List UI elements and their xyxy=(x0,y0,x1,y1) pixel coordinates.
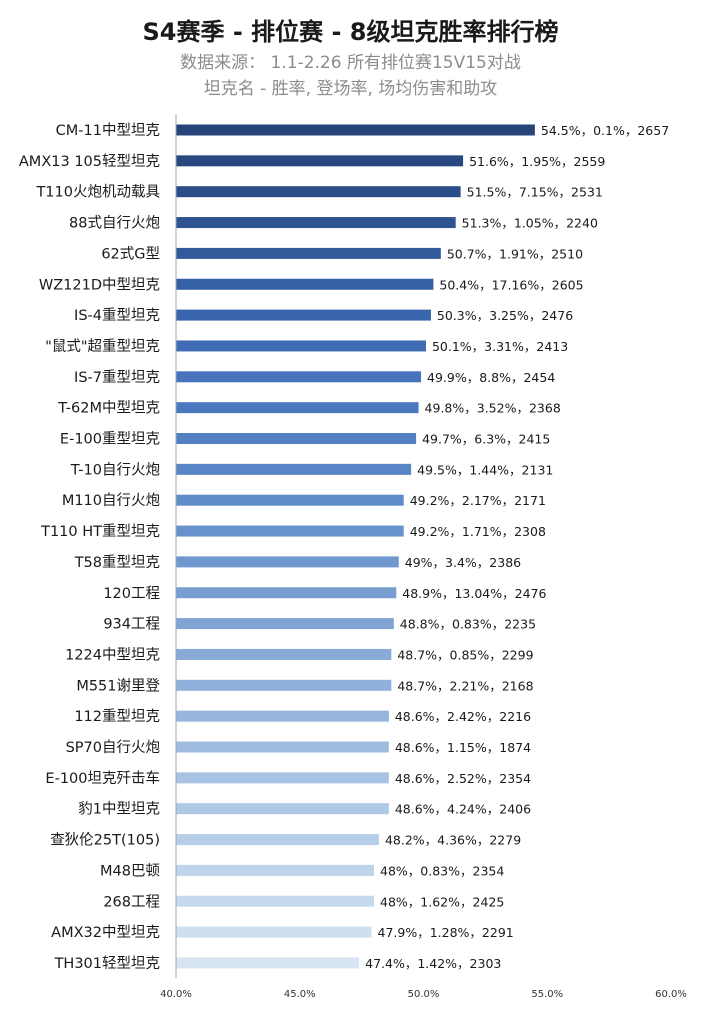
x-tick-labels-group: 40.0% 45.0% 50.0% 55.0% 60.0% xyxy=(160,989,687,1000)
data-label: 47.9%，1.28%，2291 xyxy=(378,925,514,940)
data-label: 48.7%，2.21%，2168 xyxy=(397,678,533,693)
bars-group xyxy=(176,124,535,969)
bar xyxy=(176,648,392,660)
category-label: 934工程 xyxy=(103,616,160,633)
bar xyxy=(176,186,461,198)
category-label: TH301轻型坦克 xyxy=(54,955,160,972)
data-label: 49.2%，2.17%，2171 xyxy=(410,493,546,508)
chart-subtitle-legend: 坦克名 - 胜率, 登场率, 场均伤害和助攻 xyxy=(203,79,498,99)
data-label: 48%，0.83%，2354 xyxy=(380,863,504,878)
data-label: 48.6%，2.42%，2216 xyxy=(395,709,531,724)
category-label: E-100重型坦克 xyxy=(60,431,160,448)
category-label: T58重型坦克 xyxy=(74,554,160,571)
bar xyxy=(176,155,464,167)
category-label: T110 HT重型坦克 xyxy=(40,523,160,540)
category-label: IS-4重型坦克 xyxy=(74,307,160,324)
category-label: M48巴顿 xyxy=(100,862,160,879)
data-label: 50.1%，3.31%，2413 xyxy=(432,339,568,354)
x-tick-label: 60.0% xyxy=(655,989,687,1000)
bar xyxy=(176,926,372,938)
category-label: T110火炮机动载具 xyxy=(35,184,160,201)
x-tick-label: 45.0% xyxy=(284,989,316,1000)
category-label: 120工程 xyxy=(103,585,160,602)
data-label: 48.6%，1.15%，1874 xyxy=(395,740,531,755)
data-label: 51.3%，1.05%，2240 xyxy=(462,216,598,231)
x-tick-label: 50.0% xyxy=(408,989,440,1000)
bar xyxy=(176,895,374,907)
x-tick-label: 40.0% xyxy=(160,989,192,1000)
category-label: 查狄伦25T(105) xyxy=(50,832,160,849)
category-label: M551谢里登 xyxy=(76,677,160,694)
bar xyxy=(176,247,441,259)
category-label: AMX13 105轻型坦克 xyxy=(19,153,160,170)
bar xyxy=(176,864,374,876)
category-labels-group: CM-11中型坦克 AMX13 105轻型坦克 T110火炮机动载具 88式自行火炮 6… xyxy=(19,122,161,972)
bar xyxy=(176,309,431,321)
bar xyxy=(176,371,422,383)
bar xyxy=(176,278,434,290)
bar xyxy=(176,217,456,229)
data-label: 49.7%，6.3%，2415 xyxy=(422,432,550,447)
bar xyxy=(176,525,404,537)
category-label: T-10自行火炮 xyxy=(70,461,160,478)
data-label: 51.5%，7.15%，2531 xyxy=(467,185,603,200)
bar xyxy=(176,957,360,969)
bar xyxy=(176,124,535,136)
category-label: 268工程 xyxy=(103,893,160,910)
category-label: "鼠式"超重型坦克 xyxy=(45,338,160,355)
data-label: 47.4%，1.42%，2303 xyxy=(365,956,501,971)
category-label: CM-11中型坦克 xyxy=(56,122,160,139)
chart-title: S4赛季 - 排位赛 - 8级坦克胜率排行榜 xyxy=(142,18,559,46)
data-label: 51.6%，1.95%，2559 xyxy=(469,154,605,169)
data-label: 49.2%，1.71%，2308 xyxy=(410,524,546,539)
data-label: 50.7%，1.91%，2510 xyxy=(447,246,583,261)
category-label: 112重型坦克 xyxy=(74,708,160,725)
data-label: 48.9%，13.04%，2476 xyxy=(402,586,546,601)
data-label: 48.2%，4.36%，2279 xyxy=(385,833,521,848)
category-label: 62式G型 xyxy=(101,245,160,262)
data-label: 50.3%，3.25%，2476 xyxy=(437,308,573,323)
x-tick-label: 55.0% xyxy=(531,989,563,1000)
category-label: WZ121D中型坦克 xyxy=(39,276,160,293)
data-labels-group: 54.5%，0.1%，2657 51.6%，1.95%，2559 51.5%，7.1… xyxy=(365,123,669,971)
bar xyxy=(176,587,397,599)
category-label: AMX32中型坦克 xyxy=(51,924,160,941)
data-label: 54.5%，0.1%，2657 xyxy=(541,123,669,138)
bar xyxy=(176,741,389,753)
data-label: 50.4%，17.16%，2605 xyxy=(439,277,583,292)
data-label: 49.5%，1.44%，2131 xyxy=(417,462,553,477)
category-label: 豹1中型坦克 xyxy=(78,801,160,818)
category-label: 1224中型坦克 xyxy=(65,646,160,663)
category-label: T-62M中型坦克 xyxy=(57,400,160,417)
data-label: 49%，3.4%，2386 xyxy=(405,555,521,570)
bar xyxy=(176,340,426,352)
bar xyxy=(176,679,392,691)
bar xyxy=(176,710,389,722)
data-label: 48%，1.62%，2425 xyxy=(380,894,504,909)
bar xyxy=(176,803,389,815)
category-label: E-100坦克歼击车 xyxy=(45,770,160,787)
category-label: SP70自行火炮 xyxy=(66,739,160,756)
data-label: 48.7%，0.85%，2299 xyxy=(397,647,533,662)
data-label: 49.8%，3.52%，2368 xyxy=(425,401,561,416)
bar xyxy=(176,618,394,630)
bar xyxy=(176,834,379,846)
category-label: 88式自行火炮 xyxy=(69,215,160,232)
category-label: IS-7重型坦克 xyxy=(74,369,160,386)
data-label: 48.6%，2.52%，2354 xyxy=(395,771,531,786)
bar xyxy=(176,494,404,506)
bar xyxy=(176,463,412,475)
data-label: 49.9%，8.8%，2454 xyxy=(427,370,555,385)
category-label: M110自行火炮 xyxy=(62,492,160,509)
bar xyxy=(176,772,389,784)
bar xyxy=(176,433,417,444)
data-label: 48.8%，0.83%，2235 xyxy=(400,617,536,632)
data-label: 48.6%，4.24%，2406 xyxy=(395,802,531,817)
chart-subtitle-source: 数据来源： 1.1-2.26 所有排位赛15V15对战 xyxy=(180,53,521,73)
bar xyxy=(176,556,399,568)
bar xyxy=(176,402,419,414)
